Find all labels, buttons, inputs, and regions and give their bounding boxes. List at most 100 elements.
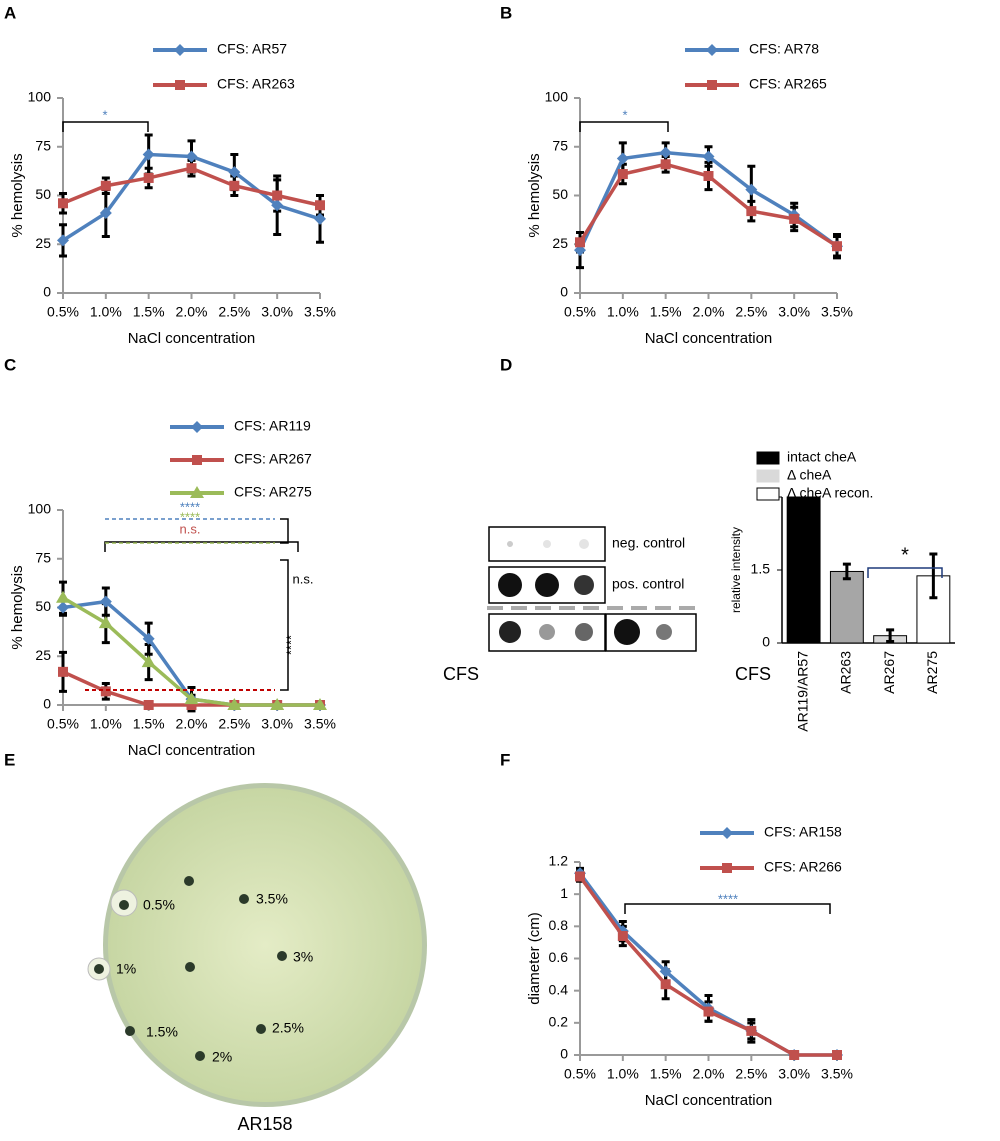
x-tick-label: 1.5% <box>133 304 165 320</box>
x-tick-label: 0.5% <box>564 1066 596 1082</box>
x-tick-label: 3.0% <box>778 304 810 320</box>
x-tick-label: 2.5% <box>735 304 767 320</box>
legend-label: CFS: AR78 <box>749 41 819 57</box>
point <box>575 871 585 882</box>
error-bar <box>929 552 938 600</box>
x-tick-label: 1.5% <box>650 304 682 320</box>
y-tick-label: 75 <box>35 137 51 153</box>
x-tick-label: 2.5% <box>218 304 250 320</box>
x-tick-label: AR119/AR57 <box>794 651 810 732</box>
bracket <box>280 559 289 691</box>
y-tick-label: 0 <box>43 696 51 712</box>
point <box>58 198 68 209</box>
panel-label: A <box>4 3 16 22</box>
point <box>746 206 757 217</box>
annotation: **** <box>180 509 200 524</box>
y-tick-label: 75 <box>552 137 568 153</box>
error-bar <box>886 628 895 644</box>
y-tick-label: 1.2 <box>549 853 569 869</box>
x-tick-label: 2.5% <box>735 1066 767 1082</box>
bracket <box>579 121 669 132</box>
legend-swatch <box>756 451 780 465</box>
legend-label: CFS: AR275 <box>234 484 312 500</box>
panel-label: D <box>500 355 512 374</box>
legend-swatch <box>756 469 780 483</box>
point <box>229 180 240 191</box>
bracket <box>62 121 149 132</box>
annotation: * <box>102 107 107 122</box>
bar <box>829 570 864 644</box>
legend-marker <box>707 80 717 90</box>
point <box>58 666 68 677</box>
y-tick-label: 25 <box>35 235 51 251</box>
y-tick-label: 25 <box>552 235 568 251</box>
x-axis-label: CFS <box>735 664 771 684</box>
point <box>186 163 197 174</box>
legend-marker <box>175 80 185 90</box>
series-line <box>578 872 837 1057</box>
point <box>98 616 113 629</box>
point <box>832 241 842 252</box>
y-tick-label: 1.5 <box>751 561 771 577</box>
y-axis-label: % hemolysis <box>526 153 543 237</box>
x-tick-label: 1.0% <box>607 1066 639 1082</box>
y-axis-label: relative intensity <box>729 527 743 613</box>
point <box>142 148 155 161</box>
point <box>143 700 154 710</box>
y-tick-label: 0 <box>560 284 568 300</box>
y-tick-label: 0.8 <box>549 917 569 933</box>
annotation: **** <box>283 635 298 655</box>
annotation: n.s. <box>293 571 314 586</box>
blot <box>487 526 700 652</box>
point <box>143 172 154 183</box>
point <box>270 698 285 710</box>
legend-swatch <box>756 487 780 501</box>
point <box>141 655 156 668</box>
legend-marker <box>191 421 203 433</box>
point <box>703 1006 714 1017</box>
y-axis-label: % hemolysis <box>9 565 26 649</box>
point <box>100 686 111 697</box>
point <box>184 692 199 705</box>
y-axis-label: diameter (cm) <box>526 912 543 1005</box>
point <box>228 166 241 179</box>
point <box>575 237 585 248</box>
bar <box>786 496 821 644</box>
point <box>185 150 198 163</box>
x-tick-label: 3.0% <box>261 716 293 732</box>
point <box>271 199 284 212</box>
legend-marker <box>706 44 718 56</box>
annotation: * <box>622 107 627 122</box>
x-tick-label: 1.0% <box>607 304 639 320</box>
x-axis-label: NaCl concentration <box>645 1092 773 1109</box>
point <box>272 190 283 201</box>
point <box>746 1025 757 1036</box>
x-tick-label: AR263 <box>838 651 854 694</box>
y-tick-label: 0.2 <box>549 1014 569 1030</box>
plate-label: 2% <box>212 1049 232 1065</box>
y-tick-label: 0 <box>43 284 51 300</box>
x-tick-label: 1.5% <box>133 716 165 732</box>
legend-marker <box>721 827 733 839</box>
point <box>659 965 672 978</box>
x-tick-label: 3.0% <box>261 304 293 320</box>
x-tick-label: 0.5% <box>564 304 596 320</box>
annotation: **** <box>718 891 738 906</box>
x-tick-label: 2.0% <box>176 304 208 320</box>
y-tick-label: 50 <box>35 186 51 202</box>
legend-label: CFS: AR57 <box>217 41 287 57</box>
y-tick-label: 0.6 <box>549 949 569 965</box>
point <box>616 152 629 165</box>
point <box>702 150 715 163</box>
legend-marker <box>174 44 186 56</box>
x-tick-label: 2.5% <box>218 716 250 732</box>
point <box>57 234 69 247</box>
plate-title: AR158 <box>237 1114 292 1134</box>
panel-label: B <box>500 3 512 22</box>
legend-label: CFS: AR267 <box>234 451 312 467</box>
point <box>227 698 242 710</box>
legend-label: CFS: AR266 <box>764 859 842 875</box>
legend-label: intact cheA <box>787 449 857 465</box>
y-tick-label: 100 <box>28 501 52 517</box>
